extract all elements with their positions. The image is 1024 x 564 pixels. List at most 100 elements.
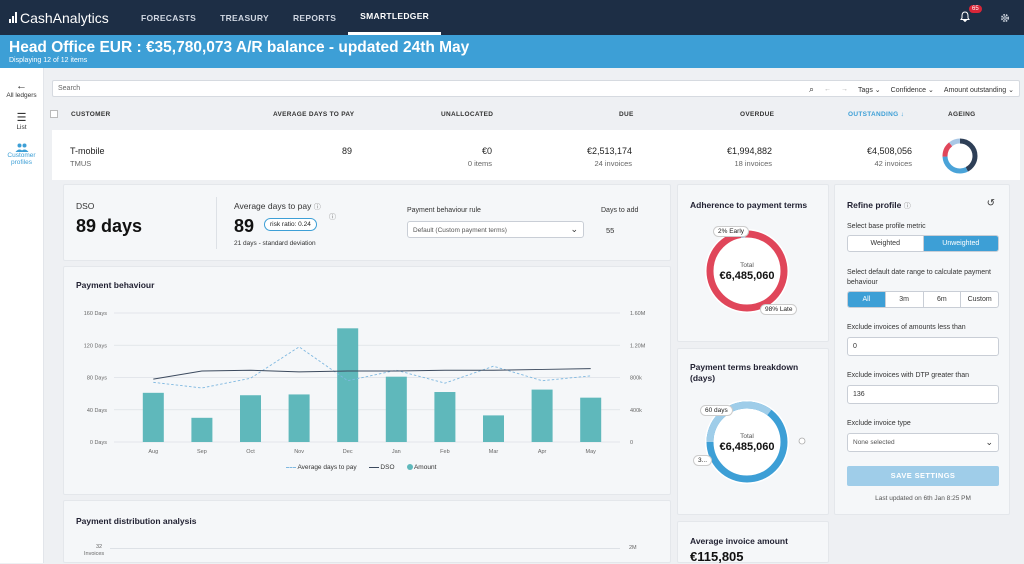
sidebar-item-label: Customer profiles xyxy=(7,152,36,166)
y-left-tick: 0 Days xyxy=(90,440,107,446)
legend-label: Amount xyxy=(413,464,437,471)
nav-smartledger[interactable]: SMARTLEDGER xyxy=(348,0,442,35)
col-customer[interactable]: CUSTOMER xyxy=(71,111,111,118)
x-tick-label: Oct xyxy=(246,449,255,455)
x-tick-label: Dec xyxy=(343,449,353,455)
legend-label: DSO xyxy=(380,464,395,471)
donut-total-label: Total xyxy=(740,433,754,440)
brand-logo[interactable]: CashAnalytics xyxy=(9,10,129,26)
payment-behaviour-chart: 0 Days 40 Days 80 Days 120 Days 160 Days 0 400… xyxy=(84,311,646,455)
refine-profile-card: Refine profile ⓘ ↺ Select base profile m… xyxy=(834,184,1010,515)
filter-amount-outstanding[interactable]: Amount outstanding ⌄ xyxy=(944,86,1014,94)
reset-icon[interactable]: ↺ xyxy=(986,198,995,209)
filter-confidence[interactable]: Confidence ⌄ xyxy=(891,86,934,94)
chart-bar xyxy=(337,328,359,442)
nav-forecasts[interactable]: FORECASTS xyxy=(141,12,197,23)
brand-name: CashAnalytics xyxy=(20,9,109,26)
y-right-tick: 400k xyxy=(630,408,642,414)
prev-arrow-icon[interactable]: ← xyxy=(824,86,832,93)
col-outstanding[interactable]: OUTSTANDING ↓ xyxy=(848,111,904,118)
chart-bar xyxy=(142,392,164,442)
distribution-title: Payment distribution analysis xyxy=(76,516,197,526)
users-icon xyxy=(15,143,28,152)
days-to-add-value[interactable]: 55 xyxy=(606,226,615,235)
donut-total: €6,485,060 xyxy=(719,441,774,453)
chart-legend: Average days to pay DSO Amount xyxy=(286,464,436,471)
help-icon[interactable]: ⓘ xyxy=(329,214,336,221)
col-overdue[interactable]: OVERDUE xyxy=(740,111,775,118)
exclude-dtp-label: Exclude invoices with DTP greater than xyxy=(847,372,970,379)
y-left-tick: 80 Days xyxy=(87,376,107,382)
x-tick-label: Nov xyxy=(294,449,304,455)
filter-tags[interactable]: Tags ⌄ xyxy=(858,86,881,94)
y-right-tick: 1.60M xyxy=(630,311,646,317)
notifications-button[interactable]: 65 xyxy=(960,4,982,27)
customer-cell: T-mobile TMUS xyxy=(70,146,105,168)
search-icon[interactable]: ⌕ xyxy=(808,84,815,94)
payment-behaviour-card: Payment behaviour 0 Days 40 Days 80 Days 12… xyxy=(63,266,671,495)
segment-label-other: 3... xyxy=(693,455,713,466)
invoice-type-select[interactable]: None selected ⌄ xyxy=(847,433,999,452)
x-tick-label: May xyxy=(586,449,597,455)
metric-unweighted[interactable]: Unweighted xyxy=(923,236,998,251)
range-all[interactable]: All xyxy=(848,292,886,307)
avg-pay-value: 89 xyxy=(234,216,255,236)
filter-label: Amount outstanding xyxy=(943,86,1007,94)
metric-toggle: Weighted Unweighted xyxy=(847,235,999,252)
legend-amount: Amount xyxy=(406,464,437,471)
avg-days-cell: 89 xyxy=(341,146,352,156)
chevron-down-icon: ⌄ xyxy=(928,86,934,94)
outstanding-cell: €4,508,056 42 invoices xyxy=(842,146,912,168)
help-icon[interactable]: ⓘ xyxy=(903,203,911,210)
y-right-tick: 1.20M xyxy=(630,343,646,349)
help-icon[interactable]: ⓘ xyxy=(313,204,321,211)
items-count: Displaying 12 of 12 items xyxy=(9,57,88,64)
range-3m[interactable]: 3m xyxy=(886,292,924,307)
search-input[interactable]: Search xyxy=(58,85,81,92)
sidebar-item-customer-profiles[interactable]: Customer profiles xyxy=(0,143,43,166)
sidebar-item-all-ledgers[interactable]: ← All ledgers xyxy=(0,80,43,99)
nav-reports[interactable]: REPORTS xyxy=(292,12,337,23)
early-label: 2% Early xyxy=(713,226,750,237)
exclude-dtp-input[interactable]: 136 xyxy=(847,385,999,404)
y-left-tick: 120 Days xyxy=(84,343,107,349)
due-value: €2,513,174 xyxy=(586,146,632,156)
risk-ratio-badge: risk ratio: 0.24 xyxy=(264,218,317,231)
refine-title-text: Refine profile xyxy=(847,200,902,210)
sort-down-icon: ↓ xyxy=(900,111,905,118)
sidebar-item-list[interactable]: ☰ List xyxy=(0,111,43,131)
avg-pay-label: Average days to pay ⓘ xyxy=(234,201,321,212)
gear-icon[interactable] xyxy=(1000,13,1010,23)
segment-label-60: 60 days xyxy=(700,405,733,416)
dso-label: DSO xyxy=(76,201,95,211)
dist-left-tick: 32 xyxy=(96,544,103,550)
metric-weighted[interactable]: Weighted xyxy=(848,236,924,251)
sidebar-item-label: List xyxy=(16,124,27,131)
rule-select[interactable]: Default (Custom payment terms) ⌄ xyxy=(407,221,584,238)
outstanding-sub: 42 invoices xyxy=(874,159,912,168)
nav-treasury[interactable]: TREASURY xyxy=(220,12,269,23)
x-tick-label: Aug xyxy=(148,449,158,455)
top-nav: CashAnalytics FORECASTS TREASURY REPORTS… xyxy=(0,0,1024,35)
col-label: OUTSTANDING xyxy=(848,111,899,118)
select-all-checkbox[interactable] xyxy=(50,110,58,118)
col-unallocated[interactable]: UNALLOCATED xyxy=(441,111,494,118)
col-average-days[interactable]: AVERAGE DAYS TO PAY xyxy=(273,111,355,118)
next-arrow-icon[interactable]: → xyxy=(841,86,849,93)
donut-total-label: Total xyxy=(740,262,754,269)
range-custom[interactable]: Custom xyxy=(967,296,992,303)
col-due[interactable]: DUE xyxy=(619,111,634,118)
filter-label: Tags xyxy=(858,86,873,94)
breakdown-donut: Total €6,485,060 xyxy=(705,400,806,484)
chart-bar xyxy=(240,395,261,442)
exclude-amount-input[interactable]: 0 xyxy=(847,337,999,356)
metric-label: Select base profile metric xyxy=(847,223,926,230)
range-label: Select default date range to calculate p… xyxy=(847,269,991,286)
refine-title: Refine profile ⓘ xyxy=(847,200,911,211)
range-6m[interactable]: 6m xyxy=(924,292,962,307)
save-settings-button[interactable]: SAVE SETTINGS xyxy=(847,466,999,486)
col-ageing[interactable]: AGEING xyxy=(948,111,976,118)
x-tick-label: Jan xyxy=(392,449,401,455)
table-row[interactable]: T-mobile TMUS 89 €0 0 items €2,513,174 24 i… xyxy=(52,130,1020,180)
bell-icon xyxy=(960,10,970,22)
